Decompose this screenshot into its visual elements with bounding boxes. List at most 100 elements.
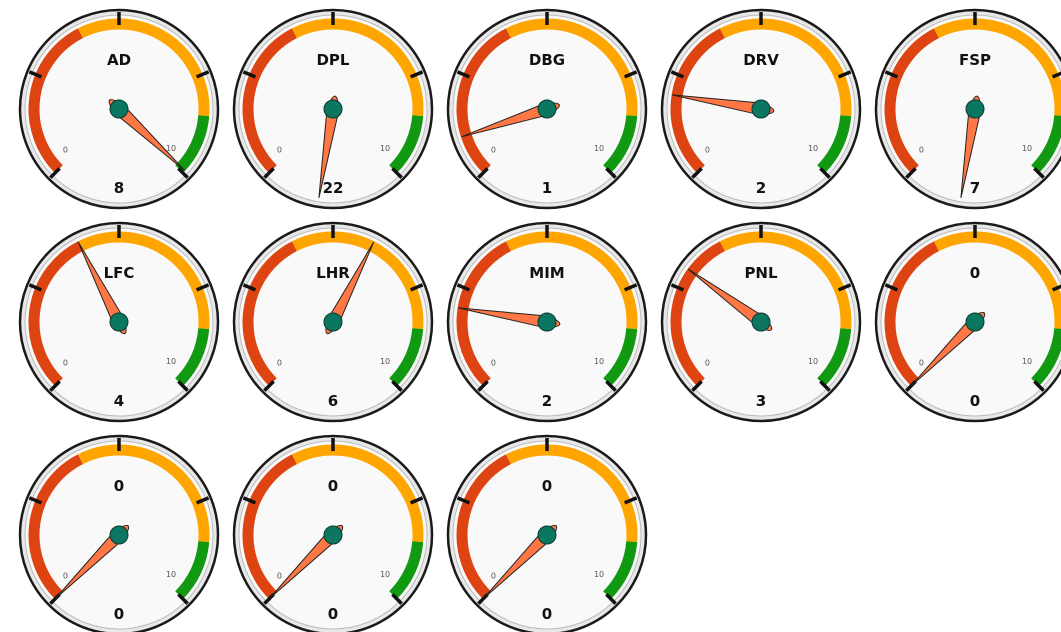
gauge-zone-band bbox=[505, 18, 638, 117]
gauge-min-label: 0 bbox=[705, 145, 710, 154]
gauge-tick bbox=[28, 496, 43, 505]
gauge-tick bbox=[605, 593, 617, 605]
gauge-value: 0 bbox=[970, 392, 980, 410]
gauge-zone-band bbox=[291, 231, 424, 330]
gauge-min-label: 0 bbox=[277, 571, 282, 580]
gauge-value: 0 bbox=[114, 605, 124, 623]
gauge: 0 10 FSP 7 bbox=[874, 8, 1061, 210]
gauge-tick bbox=[49, 380, 61, 392]
gauge-tick bbox=[391, 593, 403, 605]
gauge-tick bbox=[837, 70, 852, 79]
gauge-hub bbox=[537, 525, 557, 545]
gauge-svg: 0 10 AD 8 bbox=[18, 8, 220, 210]
gauge-max-label: 10 bbox=[808, 357, 818, 366]
gauge-max-label: 10 bbox=[1022, 357, 1032, 366]
gauge-zone-band bbox=[719, 18, 852, 117]
gauge-tick bbox=[195, 70, 210, 79]
gauge-tick bbox=[242, 283, 257, 292]
gauge: 0 10 LHR 6 bbox=[232, 221, 434, 423]
gauge-min-label: 0 bbox=[63, 358, 68, 367]
gauge: 0 10 0 0 bbox=[18, 434, 220, 632]
gauge-tick bbox=[884, 70, 899, 79]
gauge-zone-band bbox=[175, 328, 210, 386]
gauge-zone-band bbox=[817, 328, 852, 386]
gauge-tick bbox=[605, 167, 617, 179]
gauge: 0 10 0 0 bbox=[446, 434, 648, 632]
gauge-zone-band bbox=[603, 115, 638, 173]
gauge-svg: 0 10 0 0 bbox=[446, 434, 648, 632]
gauge-tick bbox=[837, 283, 852, 292]
gauge-zone-band bbox=[242, 28, 297, 173]
gauge-title: DBG bbox=[529, 51, 565, 69]
gauge-tick bbox=[1051, 284, 1061, 292]
gauge-tick bbox=[477, 380, 489, 392]
gauge: 0 10 0 0 bbox=[874, 221, 1061, 423]
gauge-hub bbox=[323, 312, 343, 332]
gauge-value: 0 bbox=[542, 605, 552, 623]
gauge-tick bbox=[819, 167, 831, 179]
gauge-value: 2 bbox=[542, 392, 552, 410]
gauge-value: 2 bbox=[756, 179, 766, 197]
gauge-zone-band bbox=[28, 454, 83, 599]
gauge-max-label: 10 bbox=[594, 570, 604, 579]
gauge-tick bbox=[409, 496, 424, 505]
gauge-zone-band bbox=[505, 231, 638, 330]
gauge-hub bbox=[537, 99, 557, 119]
gauge-zone-band bbox=[884, 241, 939, 386]
gauge-tick bbox=[28, 283, 43, 292]
gauge-svg: 0 10 LHR 6 bbox=[232, 221, 434, 423]
gauge-max-label: 10 bbox=[380, 357, 390, 366]
gauge-min-label: 0 bbox=[919, 358, 924, 367]
gauge-tick bbox=[605, 380, 617, 392]
gauge-tick bbox=[456, 496, 471, 505]
gauge-tick bbox=[177, 380, 189, 392]
gauge-tick bbox=[28, 70, 43, 79]
gauge-tick bbox=[905, 167, 917, 179]
gauge-hub bbox=[109, 312, 129, 332]
gauge-title: DPL bbox=[316, 51, 349, 69]
gauge-zone-band bbox=[505, 444, 638, 543]
gauge-hub bbox=[965, 312, 985, 332]
gauge-zone-band bbox=[389, 541, 424, 599]
gauge-zone-band bbox=[389, 328, 424, 386]
gauge-max-label: 10 bbox=[166, 144, 176, 153]
gauge-hub bbox=[751, 312, 771, 332]
gauge-tick bbox=[195, 283, 210, 292]
gauge-min-label: 0 bbox=[277, 358, 282, 367]
gauge-zone-band bbox=[719, 231, 852, 330]
gauge-tick bbox=[263, 380, 275, 392]
gauge-zone-band bbox=[175, 541, 210, 599]
gauge: 0 10 PNL 3 bbox=[660, 221, 862, 423]
gauge-zone-band bbox=[817, 115, 852, 173]
gauge-min-label: 0 bbox=[491, 358, 496, 367]
gauge-tick bbox=[177, 167, 189, 179]
gauge-svg: 0 10 0 0 bbox=[874, 221, 1061, 423]
gauge-zone-band bbox=[291, 444, 424, 543]
gauge-tick bbox=[1033, 167, 1045, 179]
gauge-title: MIM bbox=[529, 264, 564, 282]
gauge-svg: 0 10 FSP 7 bbox=[874, 8, 1061, 210]
gauge-tick bbox=[263, 167, 275, 179]
gauge-zone-band bbox=[77, 231, 210, 330]
gauge-zone-band bbox=[1031, 115, 1061, 173]
gauge-zone-band bbox=[933, 231, 1061, 329]
gauge-zone-band bbox=[28, 28, 83, 173]
gauge-zone-band bbox=[242, 454, 297, 599]
gauge-zone-band bbox=[933, 18, 1061, 116]
gauge-min-label: 0 bbox=[63, 145, 68, 154]
gauge-max-label: 10 bbox=[594, 144, 604, 153]
gauge-zone-band bbox=[603, 328, 638, 386]
gauge-zone-band bbox=[389, 115, 424, 173]
gauge-min-label: 0 bbox=[705, 358, 710, 367]
gauge-min-label: 0 bbox=[491, 571, 496, 580]
gauge-max-label: 10 bbox=[594, 357, 604, 366]
gauge-value: 7 bbox=[970, 179, 980, 197]
gauge-svg: 0 10 MIM 2 bbox=[446, 221, 648, 423]
gauge-tick bbox=[670, 70, 685, 79]
gauge-max-label: 10 bbox=[808, 144, 818, 153]
gauge-title: DRV bbox=[743, 51, 779, 69]
gauge-tick bbox=[623, 70, 638, 79]
gauge-tick bbox=[391, 167, 403, 179]
gauge-svg: 0 10 0 0 bbox=[232, 434, 434, 632]
